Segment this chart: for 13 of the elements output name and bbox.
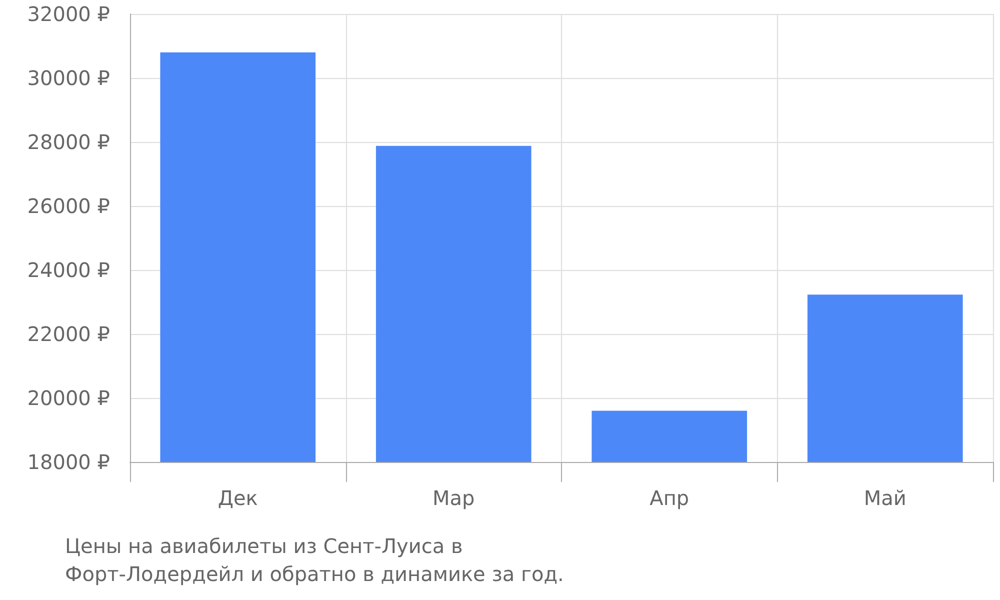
x-tick-label: Май: [864, 486, 906, 510]
x-tick-label: Мар: [432, 486, 475, 510]
y-tick-label: 20000 ₽: [27, 386, 110, 410]
x-tick-label: Апр: [650, 486, 690, 510]
y-tick-label: 18000 ₽: [27, 450, 110, 474]
y-tick-label: 32000 ₽: [27, 2, 110, 26]
y-tick-label: 24000 ₽: [27, 258, 110, 282]
y-tick-label: 30000 ₽: [27, 66, 110, 90]
text: Цены на авиабилеты из Сент-Луиса в Форт-Лодердейл и обратно в динамике за год.: [65, 534, 564, 586]
y-tick-label: 28000 ₽: [27, 130, 110, 154]
y-tick-label: 22000 ₽: [27, 322, 110, 346]
y-tick-label: 26000 ₽: [27, 194, 110, 218]
x-tick-label: Дек: [218, 486, 258, 510]
